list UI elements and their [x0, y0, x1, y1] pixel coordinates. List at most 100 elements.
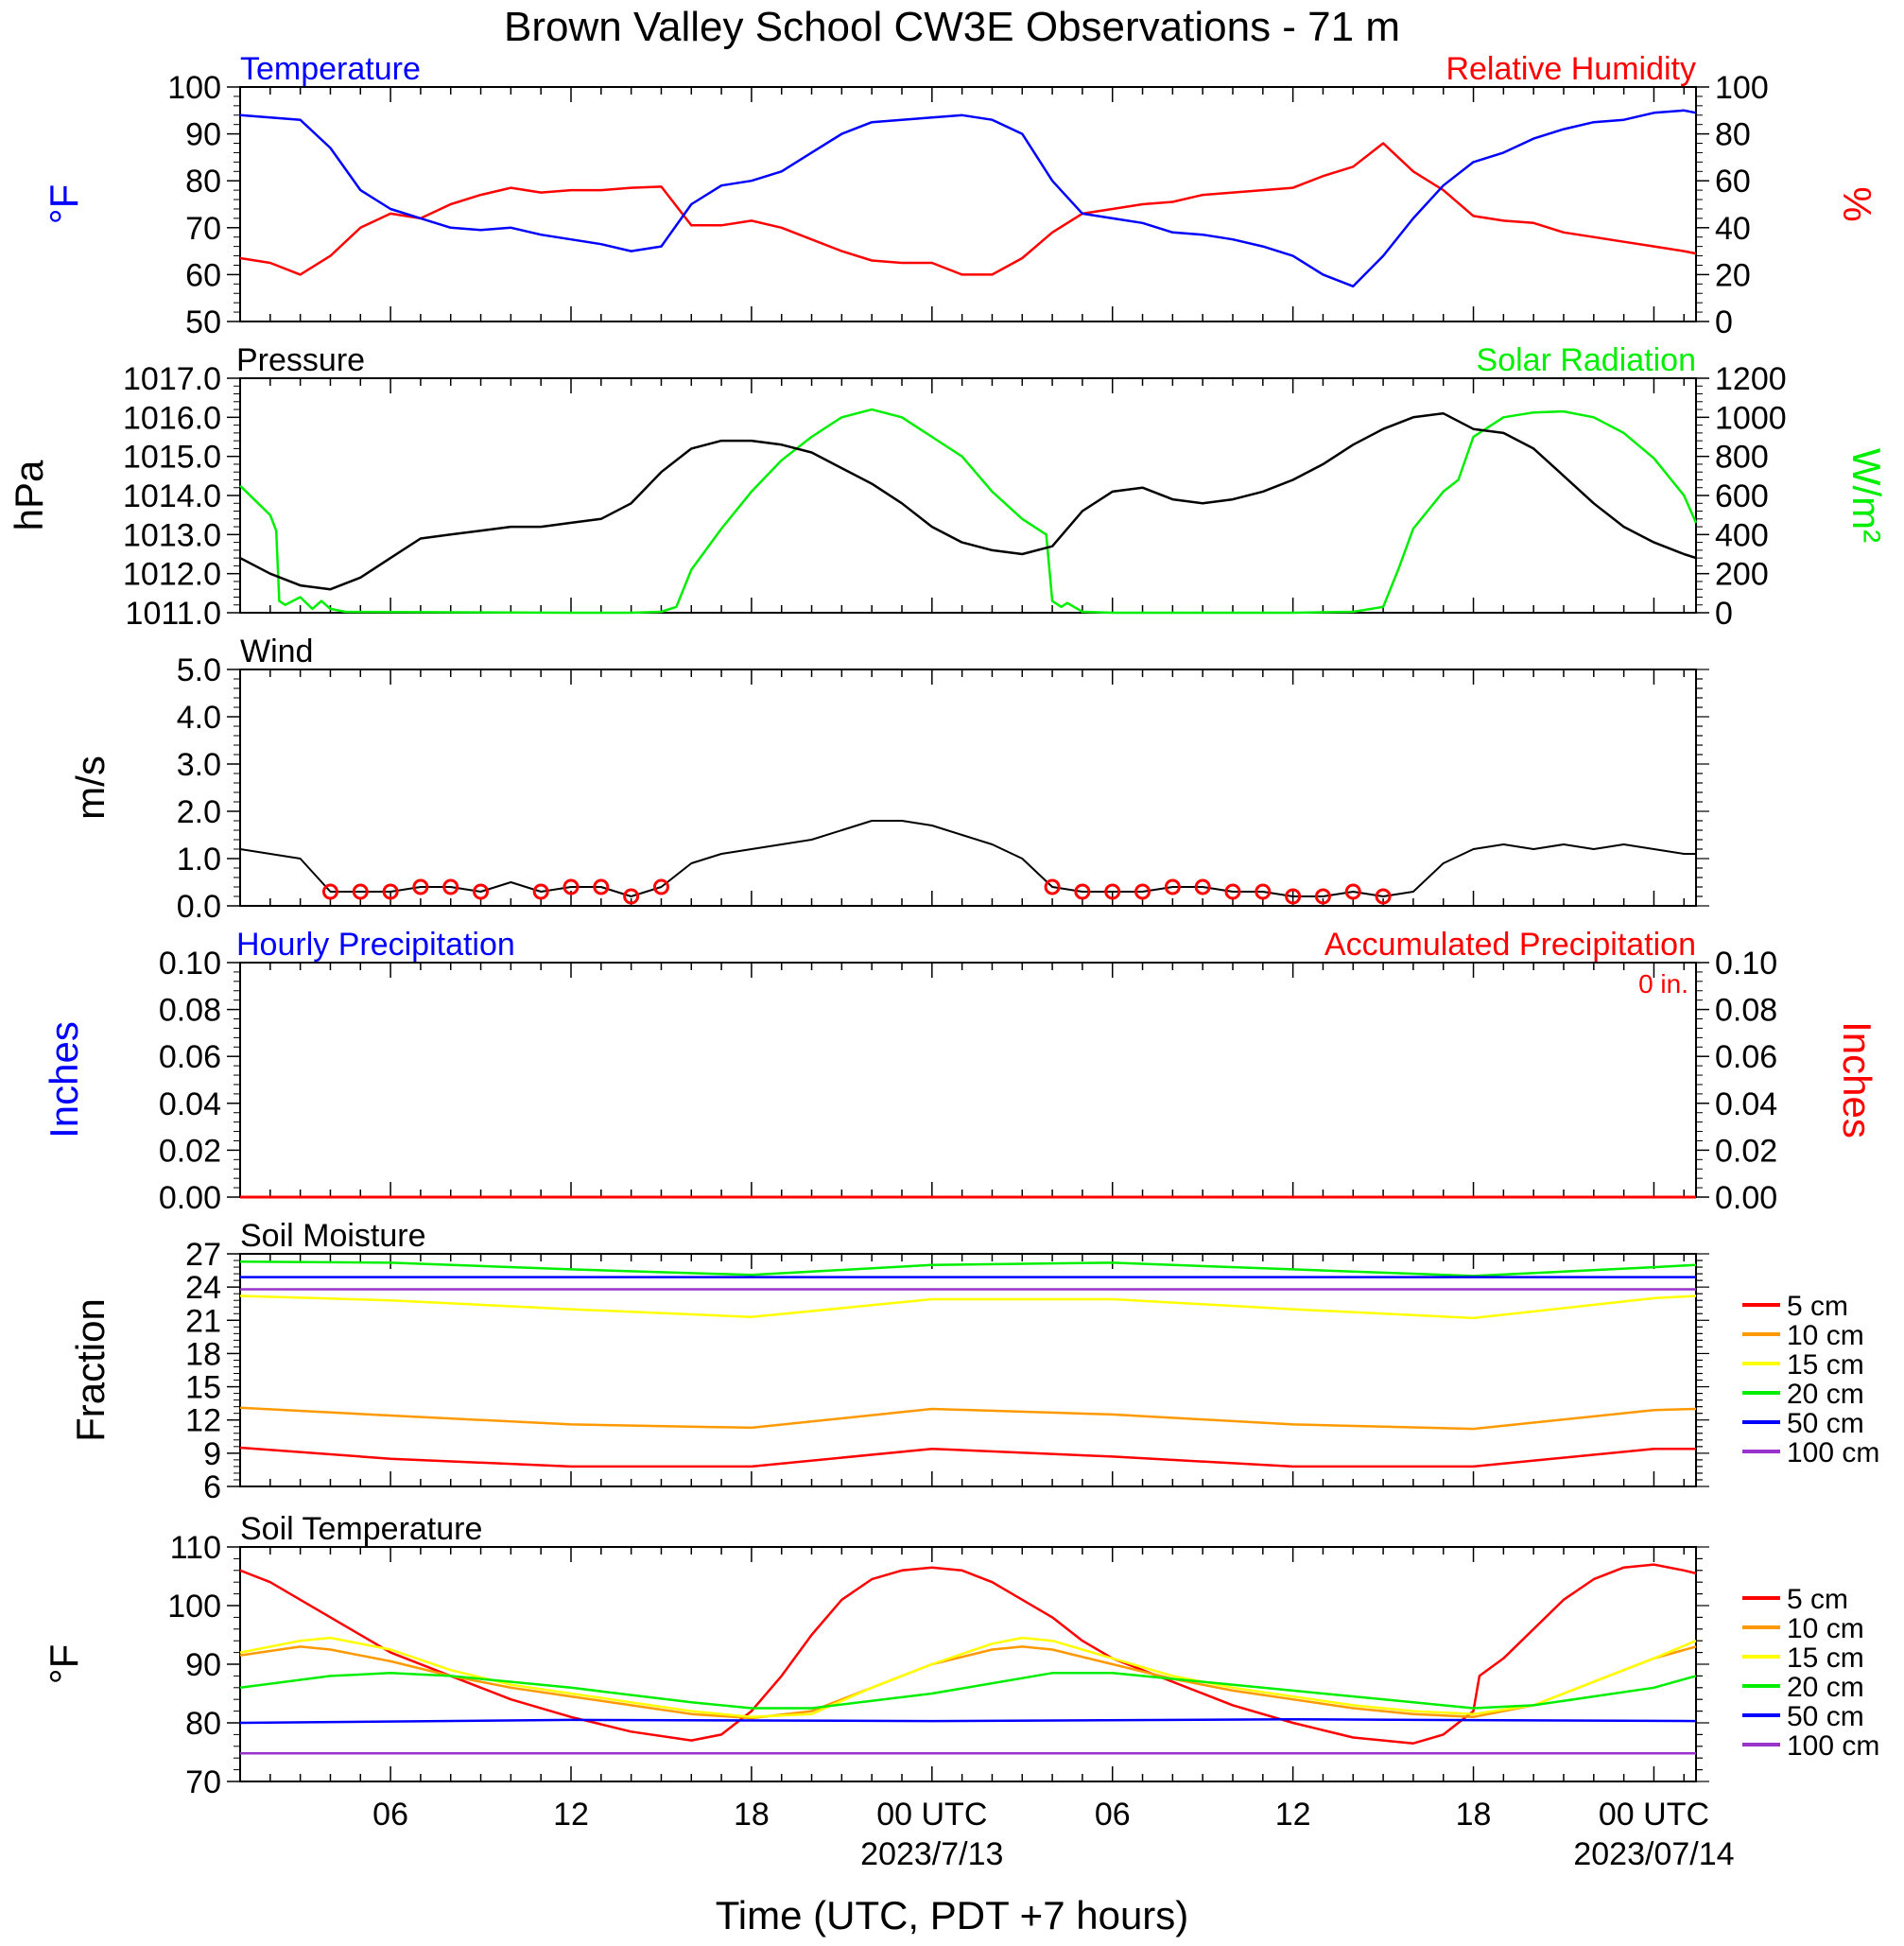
y-tick-label-left: 9 [203, 1436, 221, 1472]
y-axis-label-right: Inches [1835, 1021, 1879, 1138]
wind-calm-marker [382, 883, 399, 900]
series-relative-humidity [239, 142, 1697, 276]
y-axis-label-right: % [1835, 186, 1879, 221]
panel-title-left: Hourly Precipitation [236, 927, 515, 963]
y-tick-label-left: 1011.0 [126, 596, 221, 632]
panel-temperature-humidity: 50 60 70 80 90 100 0 20 40 60 80 100 Temperature Rela… [42, 51, 1879, 340]
y-tick-label-left: 27 [185, 1237, 221, 1273]
y-tick-label-left: 50 [185, 304, 221, 340]
series-soil-temperature [239, 1563, 1697, 1745]
wind-calm-marker [1255, 883, 1272, 900]
wind-calm-marker [412, 878, 429, 895]
panel-title-left: Pressure [236, 342, 365, 378]
precip-total-annotation: 0 in. [1638, 969, 1688, 999]
series-temperature [239, 109, 1697, 288]
y-axis-label: Fraction [68, 1298, 113, 1442]
wind-calm-marker [352, 883, 369, 900]
series-soil-temperature [239, 1672, 1697, 1710]
y-tick-label-right: 40 [1715, 211, 1751, 247]
y-tick-label-right: 600 [1715, 478, 1769, 514]
y-tick-label-left: 5.0 [177, 652, 221, 688]
y-axis-label: °F [42, 1644, 86, 1684]
plot-frame [239, 962, 1697, 1198]
y-tick-label-right: 0 [1715, 304, 1733, 340]
legend-label: 50 cm [1787, 1701, 1864, 1732]
x-tick-label: 12 [1275, 1797, 1311, 1833]
wind-calm-marker [1104, 883, 1121, 900]
series-soil-moisture [239, 1260, 1697, 1277]
wind-calm-marker [1194, 878, 1211, 895]
series-soil-moisture [239, 1294, 1697, 1320]
y-tick-label-left: 3.0 [177, 747, 221, 783]
panel-precipitation: 0.00 0.02 0.04 0.06 0.08 0.10 0.00 0.02 0.04 0.06… [42, 927, 1879, 1216]
plot-frame [239, 1546, 1697, 1782]
y-tick-label-left: 6 [203, 1469, 221, 1505]
panel-title-right: Relative Humidity [1445, 51, 1696, 87]
panel-title: Wind [240, 634, 313, 669]
y-tick-label-left: 2.0 [177, 794, 221, 830]
y-tick-label-left: 110 [170, 1530, 221, 1566]
y-axis-label-left: Inches [42, 1021, 86, 1138]
y-tick-label-left: 90 [185, 117, 221, 153]
y-tick-label-right: 0.06 [1715, 1039, 1777, 1075]
panel-title-left: Temperature [240, 51, 421, 87]
chart-title: Brown Valley School CW3E Observations - … [504, 4, 1400, 50]
y-tick-label-left: 0.06 [159, 1039, 221, 1075]
y-tick-label-right: 0.08 [1715, 993, 1777, 1029]
y-tick-label-left: 0.04 [159, 1086, 221, 1122]
y-axis-label: m/s [68, 756, 113, 820]
y-tick-label-right: 1200 [1715, 361, 1787, 397]
y-tick-label-right: 80 [1715, 117, 1751, 153]
wind-calm-marker [1224, 883, 1241, 900]
series-wind [239, 820, 1696, 897]
series-soil-temperature [239, 1718, 1697, 1725]
series-pressure [239, 411, 1697, 591]
y-tick-label-left: 15 [185, 1370, 221, 1406]
wind-calm-marker [623, 888, 640, 905]
y-axis-label-left: hPa [7, 460, 51, 530]
x-date-label: 2023/07/14 [1573, 1836, 1734, 1872]
y-tick-label-right: 0.02 [1715, 1133, 1777, 1169]
y-tick-label-left: 70 [185, 1764, 221, 1800]
plot-frame [239, 1253, 1697, 1487]
wind-calm-marker [1314, 888, 1331, 905]
y-tick-label-right: 0 [1715, 596, 1733, 632]
wind-calm-marker [1375, 888, 1392, 905]
panel-title: Soil Moisture [240, 1218, 426, 1254]
y-tick-label-right: 1000 [1715, 400, 1787, 436]
wind-calm-marker [1134, 883, 1151, 900]
y-axis-label-left: °F [42, 184, 86, 224]
plot-frame [239, 669, 1697, 907]
series-soil-temperature [239, 1645, 1697, 1720]
y-tick-label-right: 0.10 [1715, 946, 1777, 982]
panel-title: Soil Temperature [240, 1511, 482, 1547]
wind-calm-marker [1285, 888, 1302, 905]
legend-label: 20 cm [1787, 1672, 1864, 1703]
series-soil-temperature [239, 1636, 1697, 1719]
x-tick-label: 06 [1095, 1797, 1131, 1833]
y-tick-label-left: 100 [167, 70, 221, 106]
y-tick-label-right: 60 [1715, 164, 1751, 200]
y-tick-label-left: 12 [185, 1403, 221, 1439]
y-tick-label-left: 18 [185, 1336, 221, 1372]
y-tick-label-left: 0.0 [177, 889, 221, 925]
y-tick-label-left: 1014.0 [123, 478, 221, 514]
y-tick-label-left: 4.0 [177, 700, 221, 736]
y-tick-label-left: 90 [185, 1647, 221, 1683]
panel-title-right: Accumulated Precipitation [1324, 927, 1696, 963]
y-tick-label-right: 800 [1715, 440, 1769, 476]
plot-frame [239, 377, 1697, 614]
y-tick-label-left: 1017.0 [123, 361, 221, 397]
y-tick-label-left: 0.08 [159, 993, 221, 1029]
legend-label: 100 cm [1787, 1730, 1879, 1762]
series-soil-moisture [239, 1446, 1696, 1468]
legend-label: 5 cm [1787, 1291, 1848, 1322]
wind-calm-marker [1044, 878, 1061, 895]
legend-label: 5 cm [1787, 1584, 1848, 1615]
legend-label: 10 cm [1787, 1320, 1864, 1351]
y-tick-label-left: 1012.0 [123, 557, 221, 593]
